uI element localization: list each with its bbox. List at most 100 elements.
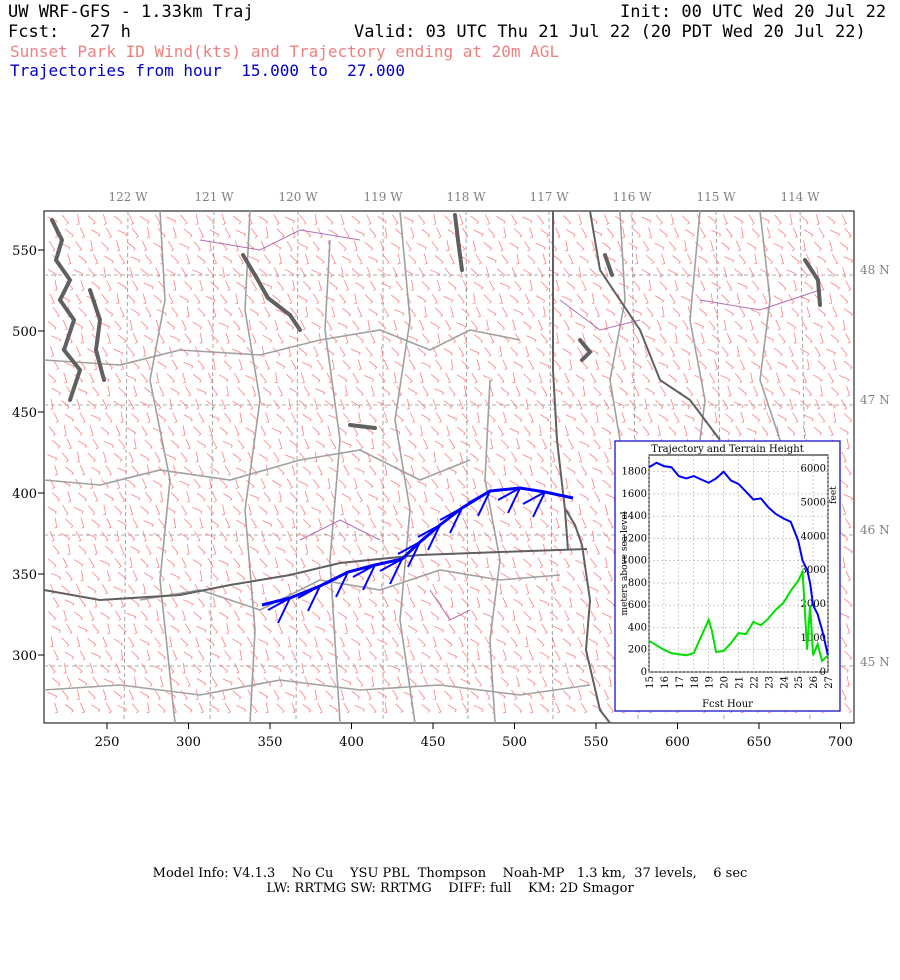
inset-x-tick: 16 [660, 676, 671, 689]
lon-label: 117 W [529, 190, 569, 204]
map-subtitle: Sunset Park ID Wind(kts) and Trajectory … [10, 42, 560, 61]
y-tick-label: 500 [12, 325, 37, 340]
county-boundary [244, 210, 261, 724]
inset-x-tick: 24 [779, 676, 790, 689]
inset-xlabel: Fcst Hour [702, 699, 753, 710]
water-body [603, 253, 614, 277]
inset-x-tick: 17 [675, 676, 686, 689]
inset-x-tick: 23 [764, 676, 775, 689]
model-info-line1: Model Info: V4.1.3 No Cu YSU PBL Thompso… [152, 866, 748, 881]
lat-label: 46 N [860, 523, 890, 537]
inset-y-tick: 0 [641, 667, 647, 678]
trajectory-marker [417, 524, 441, 551]
graticule-line [631, 210, 639, 724]
inset-x-tick: 19 [705, 676, 716, 689]
inset-x-tick: 26 [809, 676, 820, 689]
inset-x-tick: 27 [824, 676, 835, 689]
inset-x-tick: 21 [735, 676, 746, 689]
x-tick-label: 400 [339, 735, 364, 750]
county-boundary [43, 329, 521, 366]
inset-y2-tick: 4000 [801, 531, 826, 542]
terrain-height-line [648, 567, 829, 663]
inset-y-tick: 800 [628, 578, 647, 589]
y-tick-label: 300 [12, 649, 37, 664]
county-boundary [43, 679, 591, 696]
graticule-line [209, 210, 215, 724]
county-boundary [149, 210, 176, 724]
state-boundary [43, 548, 588, 602]
x-tick-label: 550 [584, 735, 609, 750]
lon-label: 120 W [278, 190, 318, 204]
model-title: UW WRF-GFS - 1.33km Traj [8, 2, 254, 22]
x-tick-label: 650 [747, 735, 772, 750]
x-tick-label: 350 [258, 735, 283, 750]
county-boundary [324, 239, 341, 724]
inset-y2-tick: 3000 [801, 565, 826, 576]
x-axis-ticks: 250 300 350 400 450 500 550 600 650 700 [95, 723, 853, 750]
water-body [88, 288, 106, 382]
forecast-hour: Fcst: 27 h [8, 22, 131, 42]
water-body [803, 258, 822, 307]
x-tick-label: 300 [176, 735, 201, 750]
trajectory-marker [439, 507, 463, 534]
hydro-line [299, 519, 381, 541]
inset-y-tick: 1400 [622, 511, 647, 522]
state-boundary [565, 509, 611, 724]
inset-y-tick: 1000 [622, 556, 647, 567]
county-boundary [484, 379, 501, 724]
graticule-line [465, 210, 469, 724]
county-boundary [394, 210, 416, 724]
inset-y-tick: 1600 [622, 489, 647, 500]
lon-label: 116 W [612, 190, 652, 204]
inset-x-tick: 25 [794, 676, 805, 689]
inset-y2-tick: 5000 [801, 497, 826, 508]
model-info-line2: LW: RRTMG SW: RRTMG DIFF: full KM: 2D Sm… [266, 881, 634, 896]
hydro-line [199, 229, 361, 251]
inset-ylabel-left: meters above sea level [620, 511, 630, 615]
graticule-line [548, 210, 554, 724]
hydro-line [559, 299, 641, 331]
valid-time: Valid: 03 UTC Thu 21 Jul 22 (20 PDT Wed … [354, 22, 866, 42]
county-boundary [759, 210, 781, 441]
trajectory-path [261, 486, 574, 624]
water-body [578, 338, 593, 362]
trajectory-marker [467, 490, 491, 517]
y-axis-ticks: 550 500 450 400 350 300 [12, 244, 44, 664]
latitude-labels: 48 N 47 N 46 N 45 N [860, 263, 890, 669]
inset-title: Trajectory and Terrain Height [651, 444, 804, 455]
inset-x-tick: 15 [645, 676, 656, 689]
inset-x-tick: 18 [690, 676, 701, 689]
lon-label: 121 W [194, 190, 234, 204]
trajectory-marker [297, 585, 321, 612]
graticule-line [123, 210, 129, 724]
lat-label: 45 N [860, 655, 890, 669]
inset-y2-tick: 0 [820, 667, 826, 678]
graticule-line [295, 210, 299, 724]
lat-label: 48 N [860, 263, 890, 277]
inset-y-tick: 1800 [622, 467, 647, 478]
state-boundary [552, 211, 569, 551]
state-boundary [589, 210, 721, 441]
hydro-line [429, 589, 471, 621]
trajectory-marker [379, 558, 403, 585]
inset-x-tick: 20 [720, 676, 731, 689]
init-time: Init: 00 UTC Wed 20 Jul 22 [620, 2, 887, 22]
lon-label: 115 W [696, 190, 736, 204]
inset-y-tick: 200 [628, 645, 647, 656]
x-tick-label: 700 [828, 735, 853, 750]
trajectory-marker [397, 541, 421, 568]
trajectory-marker [522, 491, 546, 518]
trajectory-range: Trajectories from hour 15.000 to 27.000 [10, 61, 405, 80]
inset-y2-tick: 1000 [801, 633, 826, 644]
county-boundary [139, 569, 561, 611]
longitude-labels: 122 W 121 W 120 W 119 W 118 W 117 W 116 W 115 W… [108, 190, 820, 204]
inset-y-tick: 1200 [622, 533, 647, 544]
inset-x-tick: 22 [749, 676, 760, 689]
geographic-boundaries [43, 210, 854, 724]
inset-ylabel-right: feet [829, 486, 839, 504]
water-body [348, 423, 377, 430]
inset-y2-tick: 6000 [801, 463, 826, 474]
lon-label: 114 W [780, 190, 820, 204]
lon-label: 122 W [108, 190, 148, 204]
x-tick-label: 250 [95, 735, 120, 750]
